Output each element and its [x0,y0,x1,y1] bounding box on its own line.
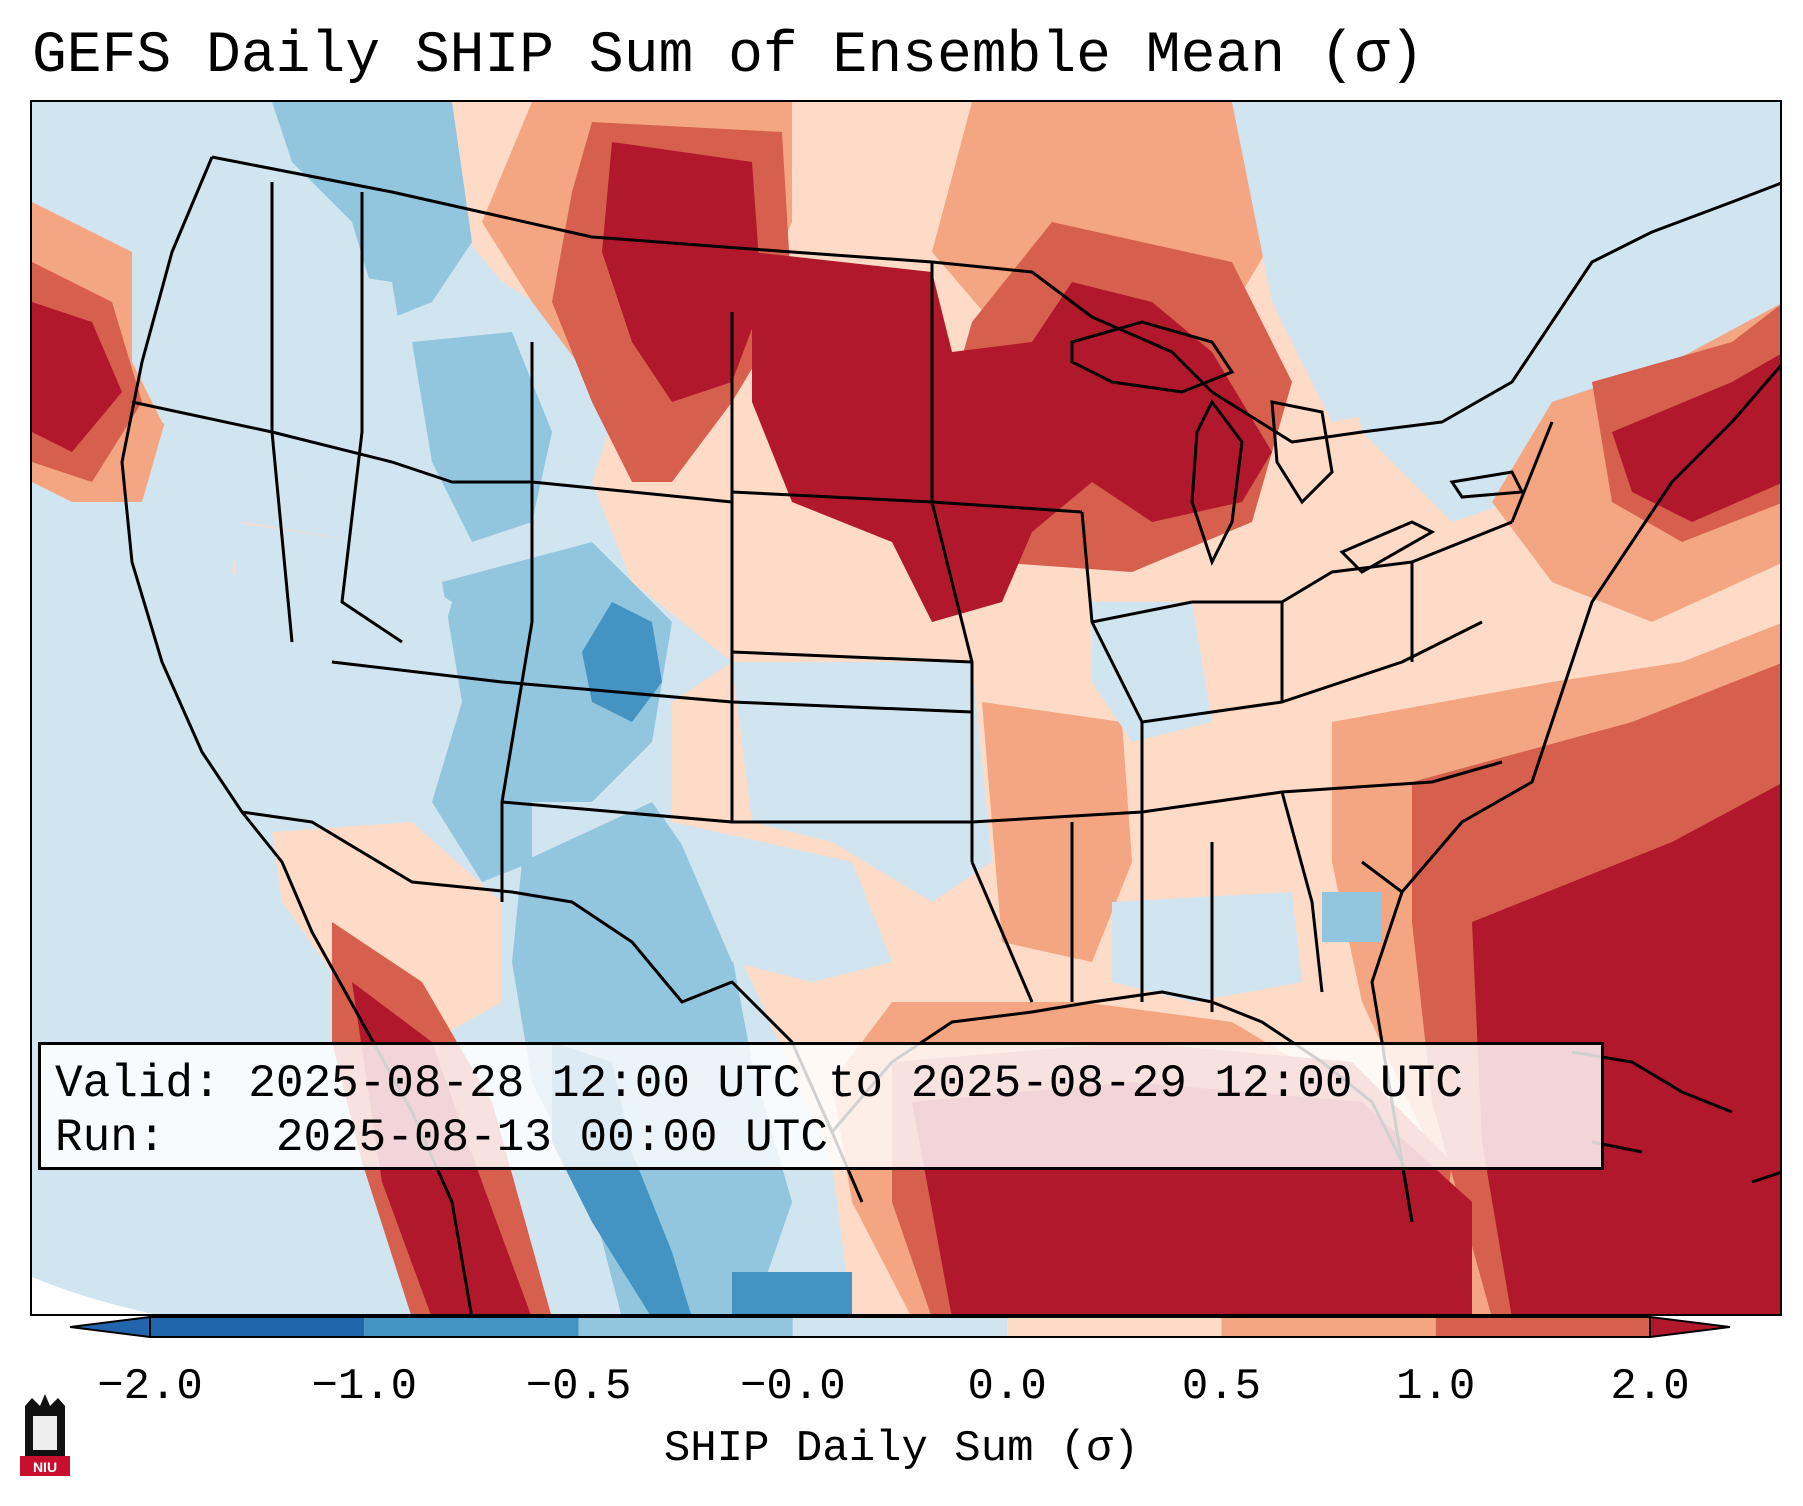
colorbar-extend-low [70,1316,151,1339]
run-value: 2025-08-13 00:00 UTC [275,1112,828,1164]
colorbar-extend-high [1649,1316,1730,1339]
colorbar-tick-label: −0.5 [525,1362,632,1412]
valid-value: 2025-08-28 12:00 UTC to 2025-08-29 12:00… [248,1058,1463,1110]
colorbar-tick-label: 1.0 [1396,1362,1476,1412]
colorbar-tick-label: −2.0 [97,1362,203,1412]
info-box: Valid: 2025-08-28 12:00 UTC to 2025-08-2… [38,1042,1604,1170]
colorbar-segment [578,1317,793,1337]
lake-erie [1339,520,1436,574]
colorbar-tick-label: 2.0 [1610,1362,1690,1412]
lake-michigan [1190,399,1244,566]
niu-logo: NIU [20,1394,70,1476]
colorbar-tick-label: −0.0 [740,1362,846,1412]
colorbar-segment [792,1317,1008,1337]
colorbar-segment [1007,1317,1222,1337]
east-coast [1370,364,1780,1223]
colorbar-tick-label: −1.0 [311,1362,418,1412]
colorbar-segment [150,1317,365,1337]
lake-superior [1070,320,1235,394]
colorbar-label: SHIP Daily Sum (σ) [663,1424,1140,1474]
valid-label: Valid: [55,1058,221,1110]
colorbar-tick-label: 0.5 [1181,1362,1262,1412]
projection-corner-left [32,1277,154,1314]
run-label: Run: [55,1112,166,1164]
lake-huron [1270,400,1334,505]
logo-text: NIU [33,1459,57,1475]
colorbar-tick-label: 0.0 [967,1362,1047,1412]
lake-ontario [1449,470,1525,499]
logo-band [20,1456,70,1476]
logo-window [33,1416,57,1450]
great-lakes [1070,320,1525,574]
colorbar [70,1316,1730,1339]
colorbar-segment [1221,1317,1436,1337]
colorbar-segment [364,1317,579,1337]
chart-title: GEFS Daily SHIP Sum of Ensemble Mean (σ) [32,24,1425,89]
us-canada-border [211,155,1780,444]
colorbar-segment [1435,1317,1650,1337]
